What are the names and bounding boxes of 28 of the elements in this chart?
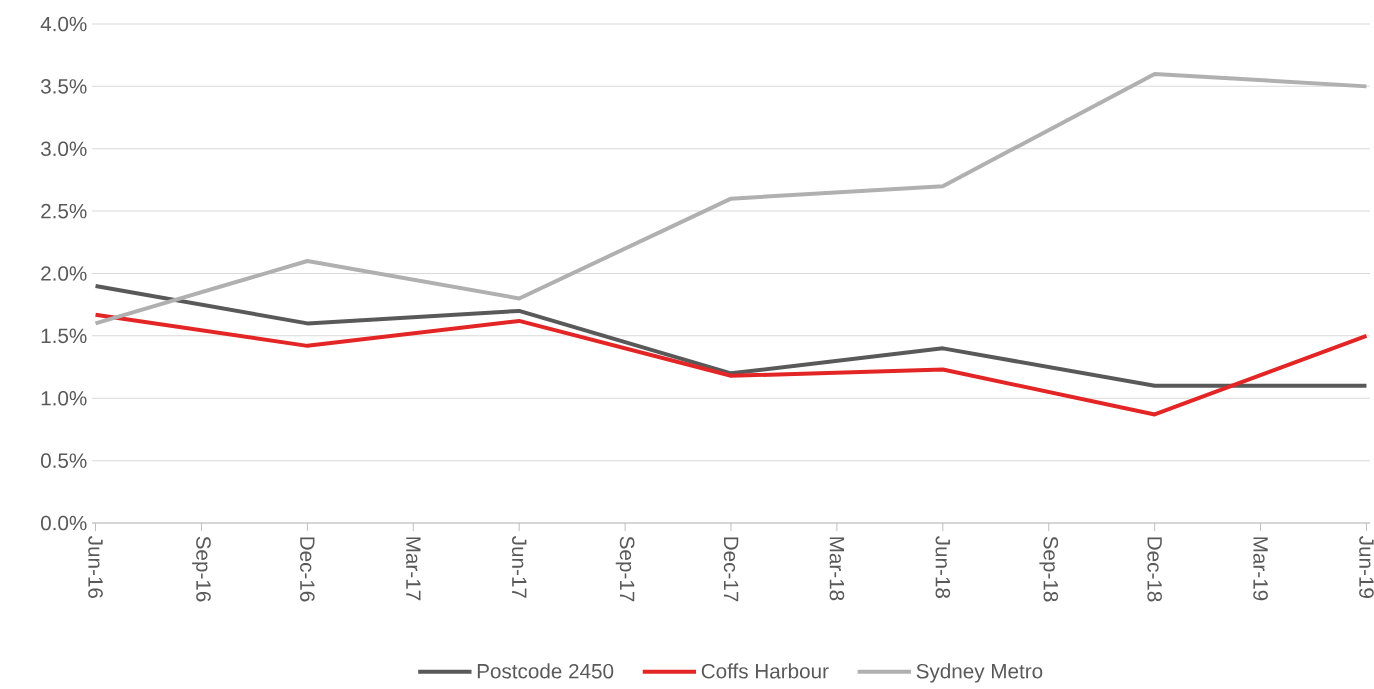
- y-tick-label: 0.0%: [41, 515, 87, 531]
- x-tick-label: Mar-19: [1253, 537, 1268, 601]
- y-tick-label: 3.5%: [40, 79, 87, 94]
- x-tick-label: Sep-16: [192, 536, 211, 602]
- x-tick-label: Mar-17: [406, 537, 421, 601]
- y-tick-label: 4.0%: [40, 16, 87, 32]
- y-tick-label: 2.0%: [41, 266, 87, 281]
- x-tick-label: Sep-17: [615, 536, 635, 602]
- legend-label: Postcode 2450: [477, 663, 614, 679]
- x-tick-label: Jun-16: [88, 536, 103, 598]
- x-tick-label: Jun-19: [1359, 536, 1374, 598]
- legend-label: Coffs Harbour: [701, 663, 829, 679]
- x-tick-label: Dec-16: [300, 537, 315, 602]
- y-tick-label: 1.5%: [41, 328, 87, 344]
- x-tick-label: Sep-18: [1039, 536, 1059, 602]
- y-tick-label: 1.0%: [41, 390, 87, 406]
- x-tick-label: Jun-18: [935, 536, 951, 598]
- x-tick-label: Mar-18: [829, 537, 845, 601]
- x-tick-label: Jun-17: [511, 536, 527, 598]
- y-tick-label: 3.0%: [40, 141, 87, 157]
- y-tick-label: 2.5%: [41, 203, 87, 219]
- x-tick-label: Dec-17: [723, 537, 739, 602]
- x-tick-label: Dec-18: [1147, 537, 1162, 602]
- y-tick-label: 0.5%: [41, 453, 87, 468]
- legend-label: Sydney Metro: [916, 663, 1043, 683]
- line-series: [93, 283, 1369, 388]
- line-series: [93, 71, 1369, 326]
- line-series: [93, 312, 1369, 417]
